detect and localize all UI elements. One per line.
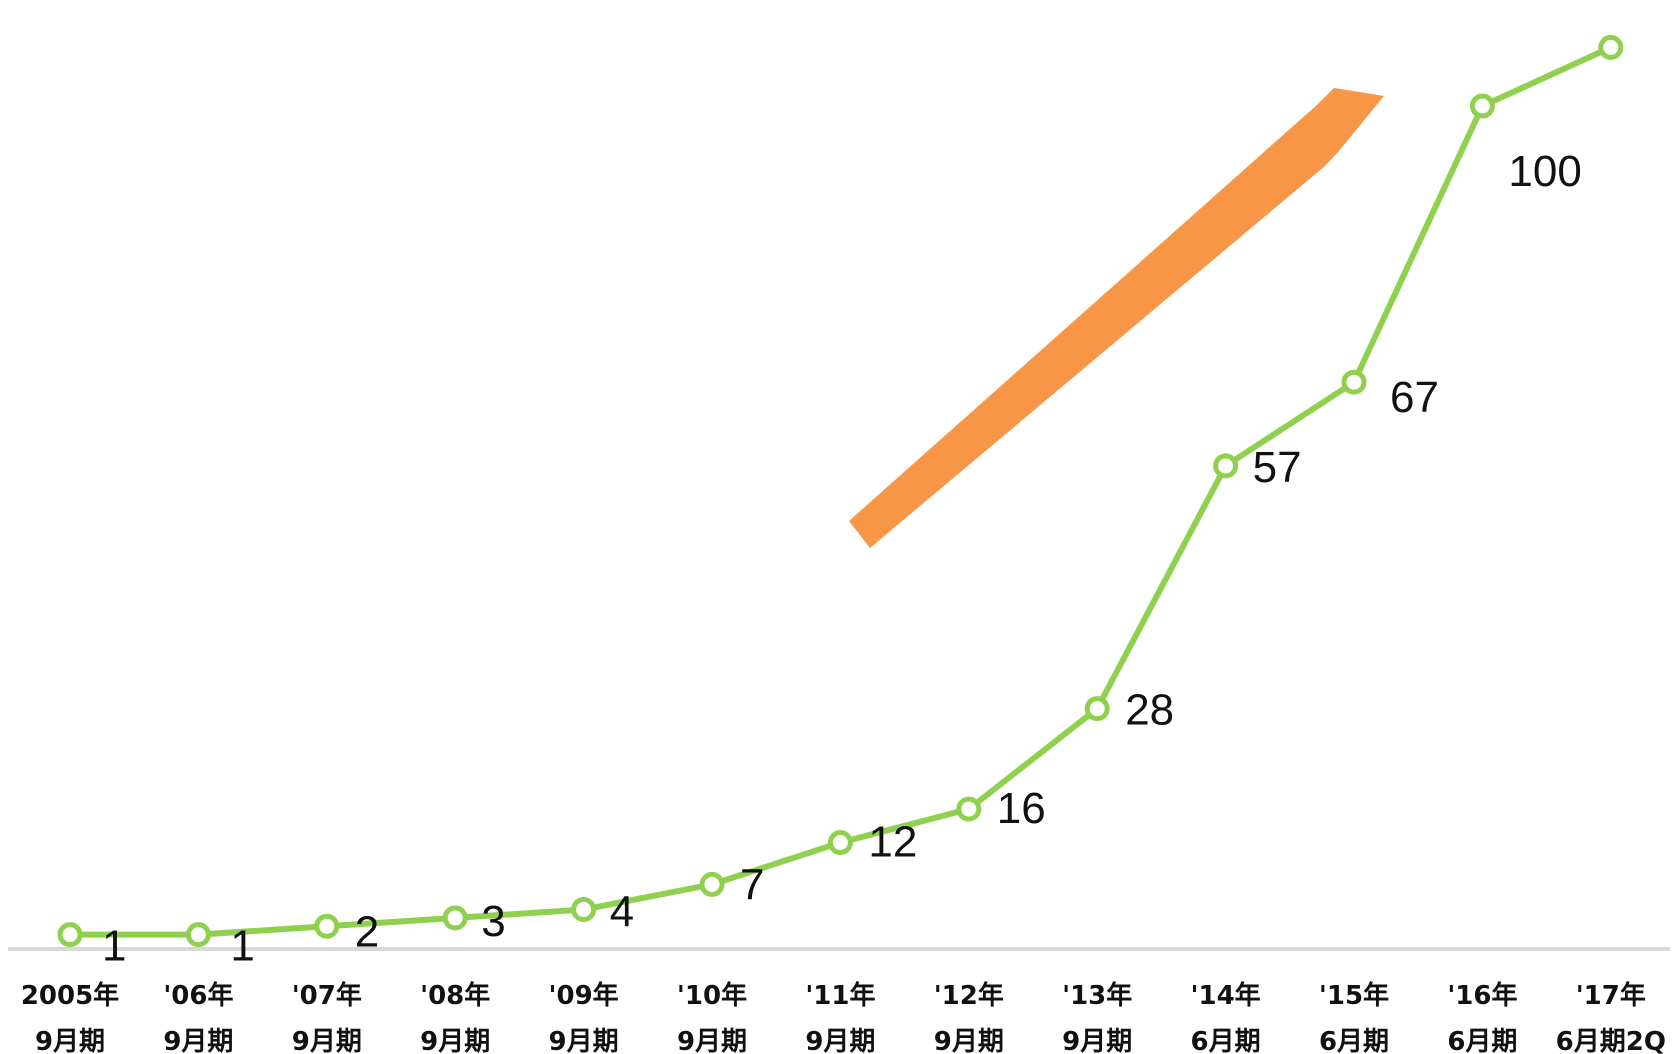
x-tick-label-period: '15年 <box>1319 980 1389 1011</box>
data-point <box>57 922 83 948</box>
data-point <box>442 905 468 931</box>
x-tick-label-month: 9月期 <box>1062 1027 1132 1054</box>
x-tick-label-month: 9月期 <box>420 1027 490 1054</box>
data-point <box>1469 93 1495 119</box>
x-tick-label-period: '06年 <box>163 980 233 1011</box>
data-labels: 1123471216285767100107 <box>102 147 1582 971</box>
data-point <box>827 830 853 856</box>
x-tick-label-period: '16年 <box>1447 980 1517 1011</box>
x-tick-label-period: '07年 <box>292 980 362 1011</box>
data-label: 67 <box>1390 373 1439 422</box>
x-tick-label-month: 9月期 <box>35 1027 105 1054</box>
data-label: 2 <box>355 907 379 956</box>
data-point <box>1598 34 1624 60</box>
growth-arrow <box>849 88 1384 548</box>
data-label: 28 <box>1125 686 1174 735</box>
series-line <box>70 44 1613 938</box>
x-tick-label-period: '17年 <box>1576 980 1646 1011</box>
x-tick-label-month: 6月期 <box>1319 1027 1389 1054</box>
data-point <box>1084 696 1110 722</box>
data-point <box>571 897 597 923</box>
data-label: 1 <box>230 922 254 971</box>
x-tick-label-month: 6月期 <box>1447 1027 1517 1054</box>
data-point <box>1213 453 1239 479</box>
x-tick-label-month: 9月期 <box>292 1027 362 1054</box>
x-tick-label-month: 9月期 <box>934 1027 1004 1054</box>
data-point <box>1341 369 1367 395</box>
x-tick-label-period: '13年 <box>1062 980 1132 1011</box>
x-tick-label-month: 9月期 <box>549 1027 619 1054</box>
data-point <box>956 796 982 822</box>
x-tick-label-month: 6月期 <box>1191 1027 1261 1054</box>
x-tick-label-month: 6月期2Q <box>1556 1027 1666 1054</box>
data-label: 100 <box>1508 147 1581 196</box>
data-label: 12 <box>868 818 917 867</box>
x-tick-label-month: 9月期 <box>677 1027 747 1054</box>
data-label: 16 <box>997 784 1046 833</box>
data-label: 4 <box>610 888 634 937</box>
data-point <box>314 913 340 939</box>
data-label: 57 <box>1253 443 1302 492</box>
data-point <box>699 871 725 897</box>
data-label: 7 <box>740 860 764 909</box>
data-label: 1 <box>102 922 126 971</box>
x-axis-ticks: 2005年 9月期 '06年 9月期 '07年 9月期 '08年 9月期 '09年 9月期 '10年… <box>21 980 1666 1054</box>
data-markers <box>57 34 1624 948</box>
x-tick-label-period: '12年 <box>934 980 1004 1011</box>
x-tick-label-period: '14年 <box>1191 980 1261 1011</box>
x-tick-label-period: '11年 <box>805 980 875 1011</box>
x-tick-label-period: '08年 <box>420 980 490 1011</box>
x-tick-label-period: '10年 <box>677 980 747 1011</box>
x-tick-label-month: 9月期 <box>163 1027 233 1054</box>
x-tick-label-period: 2005年 <box>21 980 119 1011</box>
x-tick-label-month: 9月期 <box>805 1027 875 1054</box>
data-label: 3 <box>481 897 505 946</box>
data-point <box>185 922 211 948</box>
x-tick-label-period: '09年 <box>549 980 619 1011</box>
